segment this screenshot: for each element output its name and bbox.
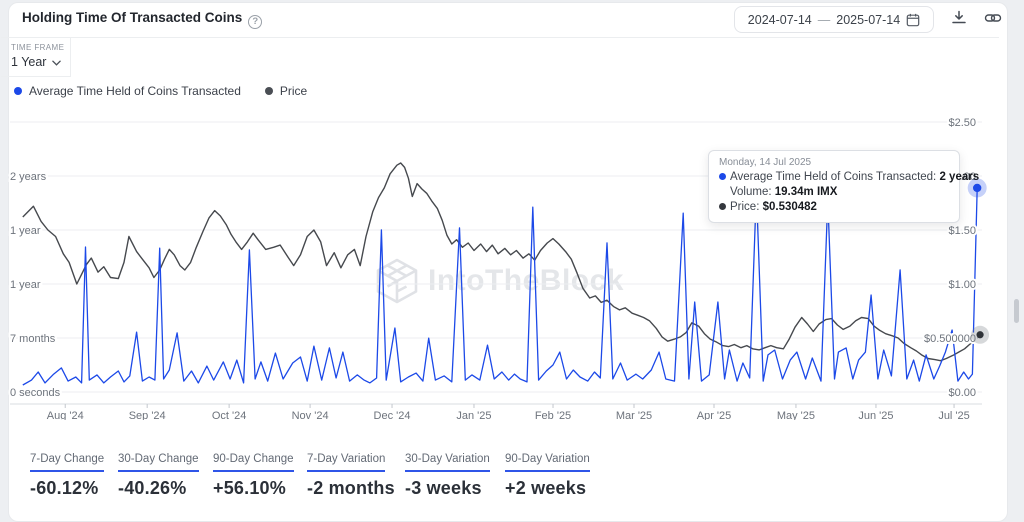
stat-label[interactable]: 7-Day Change	[30, 453, 105, 472]
stat-label[interactable]: 90-Day Variation	[505, 453, 590, 472]
x-tick-label: Jun '25	[858, 410, 893, 420]
y-left-label: 7 months	[10, 333, 56, 345]
stat-label[interactable]: 7-Day Variation	[307, 453, 386, 472]
x-tick-label: Jan '25	[456, 410, 491, 420]
dark-dot-icon	[719, 203, 726, 210]
x-tick-label: Nov '24	[292, 410, 329, 420]
stat-label[interactable]: 30-Day Variation	[405, 453, 490, 472]
y-right-label: $1.50	[948, 225, 976, 237]
legend-label: Average Time Held of Coins Transacted	[29, 84, 241, 98]
page-title-text: Holding Time Of Transacted Coins	[22, 10, 243, 25]
x-tick-label: Feb '25	[535, 410, 571, 420]
stat-30d-change: 30-Day Change -40.26%	[118, 449, 199, 499]
y-right-label: $1.00	[948, 279, 976, 291]
help-icon[interactable]: ?	[248, 15, 263, 29]
x-tick-label: Dec '24	[374, 410, 411, 420]
stat-90d-change: 90-Day Change +56.10%	[213, 449, 294, 499]
chart-area[interactable]: IntoTheBlock Aug '24 Sep '24 Oct '24 Nov '2…	[0, 106, 1000, 420]
legend-label: Price	[279, 84, 308, 98]
tooltip-date: Monday, 14 Jul 2025	[719, 157, 812, 168]
y-right-label: $0.00	[948, 387, 976, 399]
stat-label[interactable]: 30-Day Change	[118, 453, 199, 472]
copy-link-icon[interactable]	[984, 9, 1002, 27]
tooltip-row-avg-time: Average Time Held of Coins Transacted: 2…	[719, 170, 979, 185]
x-tick-label: Mar '25	[616, 410, 652, 420]
x-tick-label: Aug '24	[47, 410, 84, 420]
avg-time-marker[interactable]	[972, 183, 982, 193]
legend-dot-blue	[14, 87, 22, 95]
price-marker[interactable]	[976, 331, 984, 339]
legend-dot-dark	[264, 87, 273, 95]
y-left-label: 1 year	[10, 225, 41, 237]
stat-value: -40.26%	[118, 478, 187, 498]
tooltip-row-price: Price: $0.530482	[719, 200, 949, 215]
stat-value: -60.12%	[30, 478, 99, 498]
date-range-picker[interactable]: 2024-07-14 — 2025-07-14	[734, 6, 934, 33]
tooltip-row-volume: Volume: 19.34m IMX	[730, 186, 838, 198]
timeframe-label: TIME FRAME	[11, 43, 65, 52]
stat-30d-variation: 30-Day Variation -3 weeks	[405, 449, 490, 499]
y-right-label: $2.50	[948, 117, 976, 129]
y-right-label: $0.500000	[924, 333, 976, 345]
calendar-icon	[906, 13, 920, 26]
stat-7d-change: 7-Day Change -60.12%	[30, 449, 105, 499]
chart-legend: Average Time Held of Coins Transacted Pr…	[14, 84, 307, 98]
x-tick-label: Oct '24	[212, 410, 247, 420]
avg-time-held-line[interactable]	[22, 187, 978, 386]
blue-dot-icon	[719, 173, 726, 180]
stat-value: +56.10%	[213, 478, 286, 498]
y-left-label: 0 seconds	[10, 387, 61, 399]
x-tick-label: May '25	[777, 410, 815, 420]
y-left-label: 2 years	[10, 171, 47, 183]
x-tick-label: Sep '24	[129, 410, 166, 420]
date-range-separator: —	[817, 12, 831, 27]
legend-item-avg-time-held[interactable]: Average Time Held of Coins Transacted	[14, 84, 241, 98]
stat-value: +2 weeks	[505, 478, 587, 498]
intotheblock-logo-icon	[376, 258, 418, 304]
x-tick-label: Jul '25	[938, 410, 969, 420]
chart-tooltip: Monday, 14 Jul 2025 Average Time Held of…	[708, 150, 979, 223]
scrollbar-thumb[interactable]	[1014, 299, 1019, 323]
legend-item-price[interactable]: Price	[264, 84, 308, 98]
stat-value: -3 weeks	[405, 478, 482, 498]
stat-value: -2 months	[307, 478, 395, 498]
download-icon[interactable]	[950, 9, 968, 27]
x-tick-label: Apr '25	[697, 410, 732, 420]
chevron-down-icon	[52, 60, 61, 66]
header-divider	[1, 37, 999, 38]
timeframe-value: 1 Year	[11, 55, 61, 69]
chart-card	[8, 2, 1008, 522]
page-title: Holding Time Of Transacted Coins?	[22, 10, 263, 29]
stat-label[interactable]: 90-Day Change	[213, 453, 294, 472]
date-range-end: 2025-07-14	[836, 12, 901, 27]
chart-plot[interactable]: Aug '24 Sep '24 Oct '24 Nov '24 Dec '24 Jan '…	[0, 106, 1000, 420]
price-line[interactable]	[22, 162, 981, 362]
date-range-start: 2024-07-14	[747, 12, 812, 27]
y-left-label: 1 year	[10, 279, 41, 291]
stat-90d-variation: 90-Day Variation +2 weeks	[505, 449, 590, 499]
timeframe-dropdown[interactable]: TIME FRAME 1 Year	[1, 38, 71, 77]
stat-7d-variation: 7-Day Variation -2 months	[307, 449, 395, 499]
